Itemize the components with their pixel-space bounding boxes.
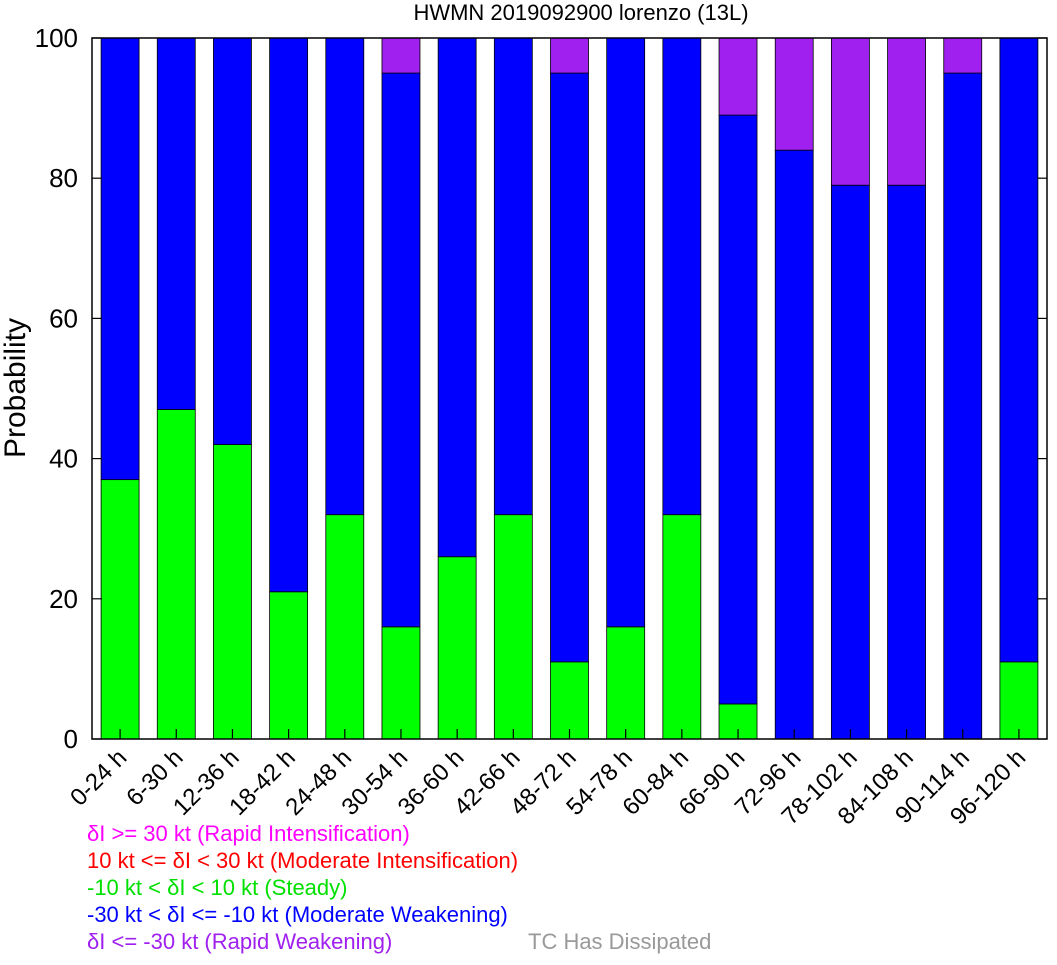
bar-rapid_weakening bbox=[381, 37, 421, 74]
bar-moderate_weakening bbox=[943, 72, 983, 740]
y-axis-label: Probability bbox=[0, 318, 32, 458]
bar-moderate_weakening bbox=[718, 114, 758, 705]
bar-rapid_weakening bbox=[887, 37, 926, 186]
bar-moderate_weakening bbox=[156, 37, 196, 410]
y-tick-label: 100 bbox=[35, 23, 78, 53]
chart-title: HWMN 2019092900 lorenzo (13L) bbox=[413, 0, 748, 25]
bar-rapid_weakening bbox=[718, 37, 758, 116]
y-tick-label: 20 bbox=[49, 584, 78, 614]
bar-moderate_weakening bbox=[999, 37, 1039, 663]
bar-moderate_weakening bbox=[269, 37, 309, 593]
bar-steady bbox=[606, 626, 646, 740]
bar-moderate_weakening bbox=[830, 184, 870, 740]
bar-moderate_weakening bbox=[100, 37, 140, 481]
bar-steady bbox=[437, 556, 477, 740]
bar-steady bbox=[269, 591, 309, 740]
bar-rapid_weakening bbox=[774, 37, 814, 151]
bar-steady bbox=[550, 661, 589, 740]
bar-steady bbox=[100, 479, 140, 740]
bar-moderate_weakening bbox=[887, 184, 926, 740]
bar-moderate_weakening bbox=[381, 72, 421, 628]
bar-moderate_weakening bbox=[493, 37, 533, 516]
bar-steady bbox=[662, 514, 702, 740]
bar-rapid_weakening bbox=[943, 37, 983, 74]
x-tick-label: 0-24 h bbox=[65, 744, 132, 811]
bar-moderate_weakening bbox=[550, 72, 589, 663]
bar-moderate_weakening bbox=[606, 37, 646, 628]
bar-moderate_weakening bbox=[213, 37, 252, 445]
bar-rapid_weakening bbox=[550, 37, 589, 74]
y-tick-label: 80 bbox=[49, 163, 78, 193]
bar-rapid_weakening bbox=[830, 37, 870, 186]
y-tick-label: 40 bbox=[49, 444, 78, 474]
bars-group bbox=[100, 37, 1039, 740]
y-tick-label: 60 bbox=[49, 303, 78, 333]
bar-moderate_weakening bbox=[774, 149, 814, 740]
bar-steady bbox=[381, 626, 421, 740]
bar-steady bbox=[493, 514, 533, 740]
bar-steady bbox=[999, 661, 1039, 740]
bar-steady bbox=[213, 444, 252, 740]
bar-steady bbox=[325, 514, 365, 740]
bar-steady bbox=[156, 409, 196, 740]
bar-moderate_weakening bbox=[662, 37, 702, 516]
bar-moderate_weakening bbox=[437, 37, 477, 558]
y-tick-label: 0 bbox=[64, 724, 78, 754]
bar-moderate_weakening bbox=[325, 37, 365, 516]
